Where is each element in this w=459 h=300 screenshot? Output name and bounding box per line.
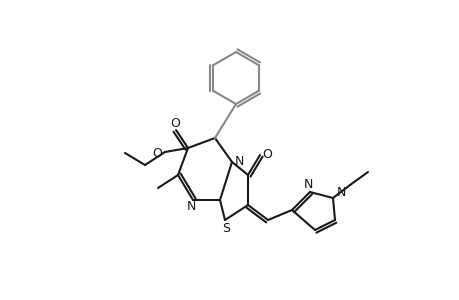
Text: O: O bbox=[262, 148, 271, 160]
Text: N: N bbox=[302, 178, 312, 191]
Text: N: N bbox=[186, 200, 195, 214]
Text: O: O bbox=[170, 116, 179, 130]
Text: O: O bbox=[152, 146, 162, 160]
Text: S: S bbox=[222, 221, 230, 235]
Text: N: N bbox=[336, 187, 345, 200]
Text: N: N bbox=[234, 154, 243, 167]
